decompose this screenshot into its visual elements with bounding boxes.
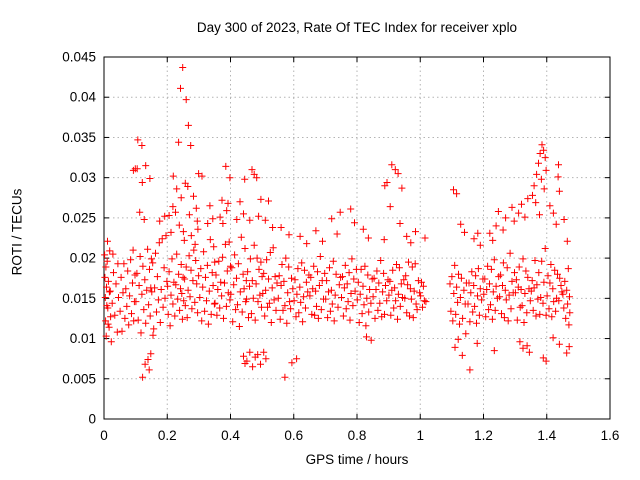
chart-title: Day 300 of 2023, Rate Of TEC Index for r… xyxy=(196,20,518,35)
x-tick-label: 0 xyxy=(100,428,108,443)
x-tick-label: 0.6 xyxy=(284,428,303,443)
x-tick-label: 0.2 xyxy=(158,428,177,443)
axis-ticks xyxy=(103,56,611,420)
roti-scatter-points xyxy=(101,64,574,381)
data-points xyxy=(101,64,574,381)
x-tick-label: 1 xyxy=(416,428,424,443)
y-tick-label: 0.01 xyxy=(70,331,96,346)
y-tick-label: 0.04 xyxy=(70,90,97,105)
y-tick-label: 0.015 xyxy=(62,291,96,306)
y-tick-label: 0.005 xyxy=(62,371,96,386)
x-tick-label: 1.6 xyxy=(601,428,620,443)
x-tick-label: 0.4 xyxy=(221,428,240,443)
y-tick-label: 0.035 xyxy=(62,130,96,145)
x-tick-label: 1.2 xyxy=(474,428,493,443)
tick-labels: 0 0.2 0.4 0.6 0.8 1 1.2 1.4 1.6 0 0.005 0.01 0.015 0.… xyxy=(62,50,619,444)
y-tick-label: 0.02 xyxy=(70,251,96,266)
y-tick-label: 0.045 xyxy=(62,50,96,65)
y-tick-label: 0.03 xyxy=(70,170,96,185)
x-tick-label: 1.4 xyxy=(537,428,556,443)
y-tick-label: 0.025 xyxy=(62,210,96,225)
x-tick-label: 0.8 xyxy=(348,428,367,443)
grid-lines xyxy=(104,57,610,419)
y-tick-label: 0 xyxy=(88,412,96,427)
x-axis-label: GPS time / hours xyxy=(305,452,409,467)
